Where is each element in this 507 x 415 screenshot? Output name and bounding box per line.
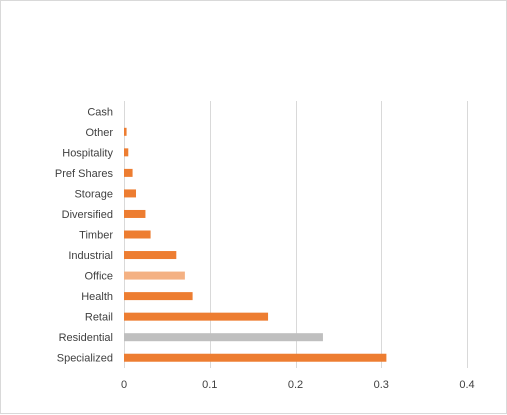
gridlines (124, 101, 468, 368)
bar-office (124, 271, 185, 280)
category-label: Storage (74, 188, 113, 200)
bar-health (124, 292, 193, 301)
category-label: Residential (59, 332, 113, 344)
bar-retail (124, 312, 269, 321)
bar-pref-shares (124, 168, 133, 177)
category-label: Health (81, 291, 113, 303)
category-label: Timber (79, 230, 113, 242)
x-axis-tick-labels: 0 0.1 0.2 0.3 0.4 (121, 379, 475, 391)
category-label: Other (85, 127, 113, 139)
x-tick-label: 0.4 (459, 379, 474, 391)
category-label: Hospitality (62, 147, 113, 159)
category-labels: Cash Other Hospitality Pref Shares Storage Di… (55, 106, 114, 364)
category-label: Pref Shares (55, 168, 114, 180)
category-label: Cash (87, 106, 113, 118)
bar-storage (124, 189, 137, 198)
x-tick-label: 0.2 (288, 379, 303, 391)
category-label: Specialized (57, 353, 113, 365)
bar-residential (124, 333, 323, 342)
category-label: Retail (85, 312, 113, 324)
category-label: Diversified (62, 209, 113, 221)
bar-diversified (124, 209, 146, 218)
bar-other (124, 127, 127, 136)
category-label: Industrial (68, 250, 113, 262)
bar-hospitality (124, 148, 129, 157)
x-tick-label: 0 (121, 379, 127, 391)
category-label: Office (84, 271, 113, 283)
bar-industrial (124, 251, 177, 260)
bar-specialized (124, 353, 387, 362)
x-tick-label: 0.1 (202, 379, 217, 391)
bars (124, 127, 387, 362)
bar-timber (124, 230, 151, 239)
x-tick-label: 0.3 (374, 379, 389, 391)
